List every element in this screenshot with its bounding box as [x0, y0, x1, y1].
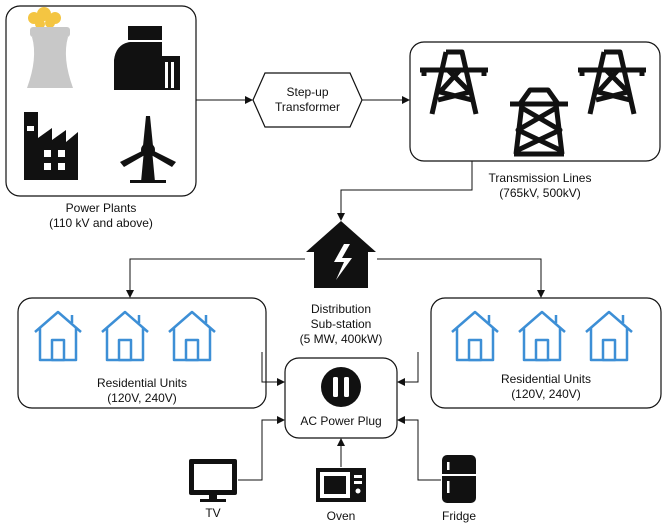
tv-label-text: TV: [205, 506, 221, 520]
transmission-label-line1: Transmission Lines: [488, 171, 592, 185]
tv-icon: [189, 459, 237, 502]
fridge-icon: [442, 455, 476, 503]
step-up-label-line2: Transformer: [275, 100, 340, 114]
step-up-label-line1: Step-up: [286, 85, 329, 99]
residential-right-line2: (120V, 240V): [511, 387, 581, 401]
arrow-transmission-to-substation: [337, 161, 473, 221]
residential-left-label: Residential Units (120V, 240V): [18, 376, 266, 406]
distribution-label-line1: Distribution: [310, 302, 372, 316]
house-icon: [451, 310, 499, 362]
arrow-substation-to-res-right: [377, 258, 545, 298]
ac-plug-label-text: AC Power Plug: [300, 414, 382, 428]
step-up-transformer-label: Step-up Transformer: [253, 85, 362, 115]
fridge-label: Fridge: [429, 509, 489, 524]
distribution-label-line2: Sub-station: [310, 317, 372, 331]
house-icon: [585, 310, 633, 362]
fridge-label-text: Fridge: [441, 509, 476, 523]
substation-icon: [306, 221, 376, 288]
power-plants-label-line1: Power Plants: [65, 201, 137, 215]
oven-label: Oven: [311, 509, 371, 524]
oven-icon: [316, 468, 366, 502]
residential-right-label: Residential Units (120V, 240V): [431, 372, 661, 402]
arrow-res-right-to-plug: [397, 352, 419, 386]
distribution-substation-label: Distribution Sub-station (5 MW, 400kW): [281, 302, 401, 347]
industrial-plant-icon: [24, 112, 78, 180]
wind-turbine-icon: [120, 116, 176, 183]
cooling-tower-icon: [27, 7, 73, 88]
distribution-label-line3: (5 MW, 400kW): [299, 332, 383, 346]
arrow-substation-to-res-left: [126, 258, 305, 298]
factory-icon: [114, 26, 180, 90]
transmission-tower-left-icon: [420, 49, 488, 115]
ac-power-plug-label: AC Power Plug: [285, 414, 397, 429]
tv-label: TV: [183, 506, 243, 521]
power-plants-label-line2: (110 kV and above): [49, 216, 153, 230]
house-icon: [101, 310, 149, 362]
transmission-tower-middle-icon: [510, 87, 568, 157]
oven-label-text: Oven: [326, 509, 356, 523]
residential-left-line2: (120V, 240V): [107, 391, 177, 405]
step-up-transformer-shape: [252, 72, 363, 128]
residential-left-line1: Residential Units: [96, 376, 188, 390]
power-plants-label: Power Plants (110 kV and above): [6, 201, 196, 231]
arrow-res-left-to-plug: [261, 352, 285, 386]
residential-right-line1: Residential Units: [500, 372, 592, 386]
house-icon: [168, 310, 216, 362]
transmission-label-line2: (765kV, 500kV): [499, 186, 581, 200]
transmission-lines-label: Transmission Lines (765kV, 500kV): [460, 171, 620, 201]
house-icon: [518, 310, 566, 362]
ac-plug-icon: [321, 367, 361, 407]
transmission-tower-right-icon: [578, 49, 646, 115]
arrow-fridge-to-plug: [397, 416, 441, 481]
house-icon: [34, 310, 82, 362]
arrow-tv-to-plug: [238, 416, 285, 481]
